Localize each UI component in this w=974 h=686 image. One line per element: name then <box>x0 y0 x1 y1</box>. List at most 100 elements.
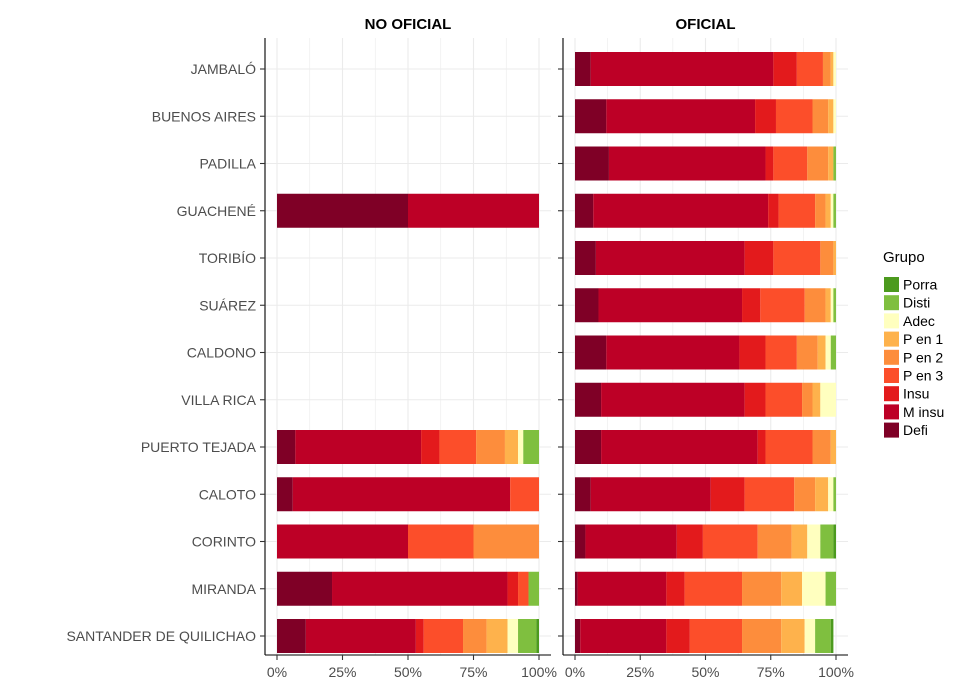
bar-oficial-puerto-tejada-m-insu <box>601 430 758 464</box>
bar-oficial-caloto-defi <box>575 477 591 512</box>
bar-no-oficial-miranda-m-insu <box>332 571 508 606</box>
facet-title-no-oficial: NO OFICIAL <box>365 16 452 33</box>
panel-no-oficial: 0% 25% 50% 75% 100% NO OFICIAL <box>260 16 557 680</box>
bar-oficial-caldono-p-en-3 <box>765 335 797 370</box>
bar-no-oficial-miranda-defi <box>277 571 333 606</box>
y-tick-label-miranda: MIRANDA <box>191 581 256 597</box>
bar-oficial-caloto-p-en-1 <box>815 477 829 512</box>
bar-oficial-miranda-p-en-3 <box>684 571 743 606</box>
bar-no-oficial-puerto-tejada-p-en-2 <box>476 430 505 464</box>
bar-oficial-padilla-p-en-3 <box>773 146 808 181</box>
legend-label: Adec <box>903 313 935 329</box>
bar-oficial-padilla-defi <box>575 146 609 181</box>
bar-oficial-miranda-insu <box>666 571 685 606</box>
legend-label: P en 1 <box>903 331 943 347</box>
bar-oficial-miranda-p-en-2 <box>742 571 782 606</box>
y-tick-label-suarez: SUÁREZ <box>199 297 256 313</box>
bar-no-oficial-puerto-tejada-disti <box>523 430 539 464</box>
y-tick-label-padilla: PADILLA <box>199 156 256 172</box>
bar-oficial-padilla-m-insu <box>608 146 766 181</box>
legend-swatch <box>884 368 899 383</box>
bar-oficial-padilla-p-en-1 <box>828 146 834 181</box>
bar-no-oficial-puerto-tejada-p-en-3 <box>439 430 477 464</box>
bar-oficial-toribio-p-en-1 <box>833 241 836 275</box>
bar-oficial-santander-de-quilichao-insu <box>666 619 690 653</box>
legend-item-adec: Adec <box>884 313 935 329</box>
bar-oficial-miranda-defi <box>575 571 578 606</box>
bar-no-oficial-santander-de-quilichao-defi <box>277 619 306 653</box>
bar-oficial-buenos-aires-adec <box>833 99 836 134</box>
bar-no-oficial-santander-de-quilichao-p-en-2 <box>463 619 487 653</box>
bar-oficial-santander-de-quilichao-adec <box>804 619 816 653</box>
bar-oficial-miranda-disti <box>825 571 836 606</box>
y-axis-labels: JAMBALÓ BUENOS AIRES PADILLA GUACHENÉ TORIBÍ… <box>66 61 256 644</box>
bar-oficial-corinto-adec <box>807 524 821 559</box>
bar-oficial-suarez-p-en-2 <box>804 288 826 323</box>
bar-oficial-caldono-insu <box>739 335 766 370</box>
bar-oficial-suarez-disti <box>833 288 836 323</box>
bar-oficial-suarez-insu <box>742 288 761 323</box>
bars-oficial <box>575 52 836 653</box>
bar-oficial-buenos-aires-p-en-1 <box>828 99 834 134</box>
y-tick-label-caldono: CALDONO <box>187 345 256 361</box>
bar-oficial-villa-rica-p-en-3 <box>765 382 803 417</box>
bar-oficial-caloto-disti <box>833 477 836 512</box>
bar-oficial-caloto-adec <box>828 477 834 512</box>
legend-swatch <box>884 277 899 292</box>
bar-oficial-caldono-defi <box>575 335 607 370</box>
bar-oficial-suarez-p-en-3 <box>760 288 805 323</box>
legend-item-p-en-1: P en 1 <box>884 331 943 347</box>
bar-oficial-villa-rica-p-en-2 <box>802 382 813 417</box>
bar-no-oficial-santander-de-quilichao-insu <box>415 619 424 653</box>
legend-item-defi: Defi <box>884 422 928 438</box>
legend-item-m-insu: M insu <box>884 404 944 420</box>
bar-oficial-guachene-p-en-3 <box>778 193 816 228</box>
bar-oficial-santander-de-quilichao-m-insu <box>580 619 667 653</box>
bar-oficial-jambalo-p-en-1 <box>830 52 834 86</box>
bar-oficial-jambalo-adec <box>833 52 836 86</box>
legend-label: Defi <box>903 422 928 438</box>
bar-oficial-caldono-adec <box>825 335 831 370</box>
bar-oficial-villa-rica-m-insu <box>601 382 745 417</box>
bar-oficial-puerto-tejada-insu <box>757 430 766 464</box>
bar-oficial-corinto-porra <box>833 524 836 559</box>
legend-label: P en 3 <box>903 368 943 384</box>
bar-oficial-caloto-p-en-3 <box>744 477 795 512</box>
y-tick-label-guachene: GUACHENÉ <box>177 203 256 219</box>
bar-oficial-santander-de-quilichao-defi <box>575 619 581 653</box>
bar-oficial-guachene-adec <box>830 193 834 228</box>
bar-oficial-puerto-tejada-p-en-1 <box>830 430 836 464</box>
bar-no-oficial-caloto-p-en-3 <box>510 477 539 512</box>
bar-oficial-caloto-insu <box>710 477 745 512</box>
y-tick-label-santander-de-quilichao: SANTANDER DE QUILICHAO <box>66 628 256 644</box>
legend-swatch <box>884 295 899 311</box>
bar-oficial-corinto-p-en-2 <box>757 524 792 559</box>
legend-swatch <box>884 313 899 329</box>
bar-oficial-guachene-defi <box>575 193 594 228</box>
bar-oficial-toribio-p-en-2 <box>820 241 834 275</box>
bar-oficial-santander-de-quilichao-porra <box>830 619 834 653</box>
x-tick-label: 75% <box>459 664 487 680</box>
legend-label: Insu <box>903 386 929 402</box>
bar-oficial-guachene-m-insu <box>593 193 769 228</box>
bar-oficial-suarez-defi <box>575 288 599 323</box>
bar-oficial-corinto-defi <box>575 524 586 559</box>
bar-oficial-padilla-disti <box>833 146 836 181</box>
bar-oficial-miranda-p-en-1 <box>781 571 803 606</box>
legend-swatch <box>884 349 899 365</box>
bar-oficial-corinto-m-insu <box>585 524 677 559</box>
x-tick-label: 25% <box>328 664 356 680</box>
x-tick-label: 100% <box>818 664 854 680</box>
bar-oficial-toribio-defi <box>575 241 596 275</box>
bar-oficial-toribio-m-insu <box>595 241 745 275</box>
bar-oficial-corinto-insu <box>676 524 703 559</box>
legend: Grupo Porra Disti Adec P en 1 P en 2 P en 3 Ins… <box>883 249 944 438</box>
y-tick-label-corinto: CORINTO <box>192 534 256 550</box>
bar-no-oficial-corinto-p-en-3 <box>408 524 474 559</box>
bar-oficial-guachene-p-en-2 <box>815 193 826 228</box>
bar-oficial-padilla-p-en-2 <box>807 146 829 181</box>
bar-no-oficial-santander-de-quilichao-adec <box>507 619 519 653</box>
bar-oficial-suarez-m-insu <box>598 288 743 323</box>
bar-oficial-villa-rica-defi <box>575 382 602 417</box>
legend-label: Porra <box>903 277 937 293</box>
